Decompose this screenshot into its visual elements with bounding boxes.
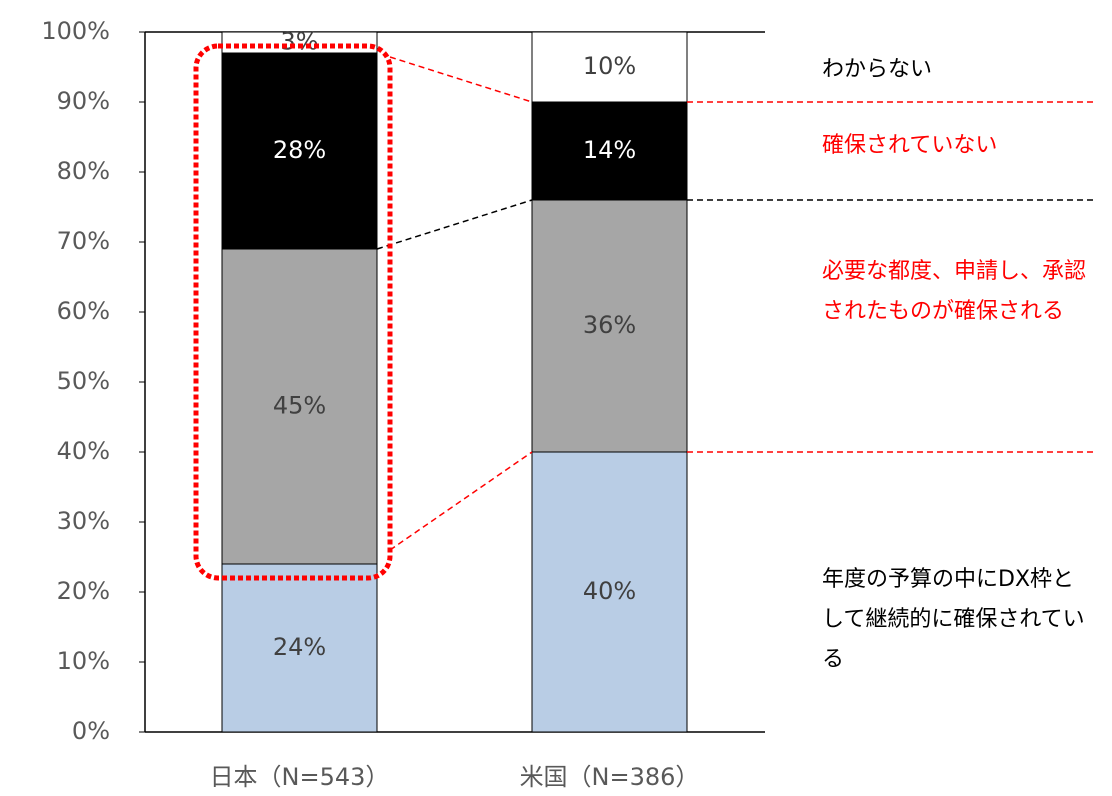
y-tick-label: 80% xyxy=(57,157,110,185)
value-label: 28% xyxy=(273,136,326,164)
y-tick-label: 90% xyxy=(57,87,110,115)
y-tick-label: 20% xyxy=(57,577,110,605)
value-label: 36% xyxy=(583,311,636,339)
x-tick-label: 日本（N=543） xyxy=(210,763,390,791)
connector xyxy=(389,451,533,551)
bar-segment xyxy=(531,199,688,453)
value-label: 40% xyxy=(583,577,636,605)
connector xyxy=(389,56,533,103)
y-tick-label: 100% xyxy=(41,17,110,45)
y-tick-label: 50% xyxy=(57,367,110,395)
y-tick-label: 30% xyxy=(57,507,110,535)
highlight-box xyxy=(193,43,393,581)
y-tick-label: 0% xyxy=(72,717,110,745)
connector xyxy=(376,199,533,250)
y-tick-label: 40% xyxy=(57,437,110,465)
y-tick-label: 60% xyxy=(57,297,110,325)
bar-segment xyxy=(221,563,378,733)
value-label: 14% xyxy=(583,136,636,164)
bar-segment xyxy=(531,451,688,733)
value-label: 3% xyxy=(280,28,318,56)
legend-label: 年度の予算の中にDX枠として継続的に確保されている xyxy=(822,567,1085,672)
y-tick-label: 70% xyxy=(57,227,110,255)
legend-label: 確保されていない xyxy=(822,133,998,158)
x-tick-label: 米国（N=386） xyxy=(520,763,700,791)
legend-label: わからない xyxy=(822,57,933,82)
bar-segment xyxy=(531,101,688,201)
value-label: 24% xyxy=(273,633,326,661)
bar-segment xyxy=(221,248,378,565)
value-label: 10% xyxy=(583,52,636,80)
bar-segment xyxy=(221,52,378,250)
bar-segment xyxy=(531,31,688,103)
legend-label: 必要な都度、申請し、承認されたものが確保される xyxy=(822,259,1087,324)
value-label: 45% xyxy=(273,392,326,420)
y-tick-label: 10% xyxy=(57,647,110,675)
